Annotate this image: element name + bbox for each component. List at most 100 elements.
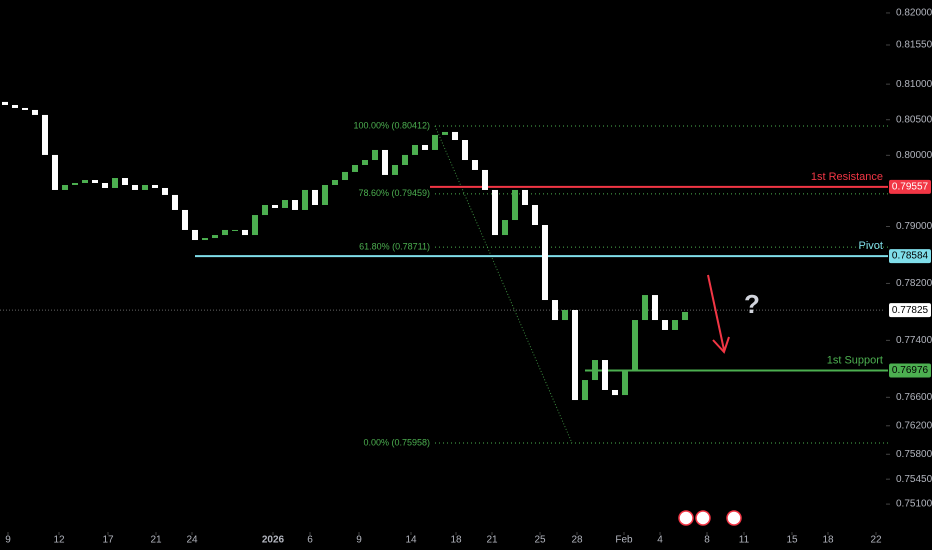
candle-body: [72, 183, 78, 185]
candle-body: [152, 184, 158, 188]
candle-body: [582, 380, 588, 401]
candle-body: [172, 194, 178, 210]
candle-body: [222, 229, 228, 236]
candle-body: [462, 140, 468, 161]
event-icon[interactable]: [678, 510, 694, 526]
candle-body: [242, 229, 248, 236]
last-price-box: [889, 303, 931, 318]
candle-body: [142, 184, 148, 190]
candle-body: [642, 295, 648, 321]
candle-body: [212, 235, 218, 239]
candle-body: [402, 154, 408, 165]
question-mark: ?: [744, 289, 760, 319]
candle-body: [672, 320, 678, 330]
plot: 100.00% (0.80412) 78.60% (0.79459) 61.80% …: [0, 101, 888, 447]
candle-body: [232, 229, 238, 231]
x-tick-label: 18: [822, 535, 834, 546]
candle-body: [162, 187, 168, 195]
candle-body: [22, 107, 28, 110]
y-tick-label: 0.75450: [896, 474, 932, 485]
candle-body: [612, 389, 618, 396]
fib-label: 61.80% (0.78711): [359, 241, 430, 251]
candle-body: [632, 320, 638, 370]
x-tick-label: 9: [356, 535, 362, 546]
y-tick-label: 0.81550: [896, 40, 932, 51]
candle-body: [302, 189, 308, 210]
y-tick-label: 0.80000: [896, 150, 932, 161]
candle-body: [382, 149, 388, 175]
candle-body: [472, 160, 478, 170]
candle-body: [552, 300, 558, 321]
candle-body: [112, 178, 118, 188]
candle-body: [532, 204, 538, 225]
candle-body: [42, 114, 48, 155]
y-tick-label: 0.76600: [896, 392, 932, 403]
fib-trend-line: [434, 125, 573, 444]
event-icons: [678, 510, 742, 526]
candle-body: [452, 131, 458, 141]
x-tick-label: 22: [870, 535, 882, 546]
candle-body: [602, 360, 608, 390]
y-tick-label: 0.75100: [896, 499, 932, 510]
fib-label: 78.60% (0.79459): [358, 188, 430, 198]
level-price-label: 0.78584: [892, 251, 929, 262]
candle-body: [562, 309, 568, 321]
candle-body: [262, 204, 268, 216]
y-tick-label: 0.82000: [896, 8, 932, 19]
candle-body: [332, 180, 338, 185]
event-icon[interactable]: [726, 510, 742, 526]
candle-body: [202, 238, 208, 241]
candle-body: [122, 178, 128, 185]
x-tick-label: 25: [534, 535, 546, 546]
candle-body: [32, 109, 38, 115]
x-tick-label: Feb: [615, 535, 633, 546]
candle-body: [322, 184, 328, 205]
candle-body: [272, 204, 278, 208]
candle-body: [52, 154, 58, 190]
level-price-box: [889, 363, 931, 378]
candle-body: [682, 311, 688, 321]
x-tick-label: 6: [307, 535, 313, 546]
candle-body: [652, 295, 658, 321]
x-tick-label: 21: [486, 535, 498, 546]
x-tick-label: 14: [405, 535, 417, 546]
candle-body: [292, 200, 298, 210]
candle-body: [102, 183, 108, 188]
candle-body: [282, 200, 288, 208]
candle-body: [542, 224, 548, 301]
fib-label: 0.00% (0.75958): [363, 437, 430, 447]
candle-body: [572, 309, 578, 401]
candle-body: [62, 184, 68, 190]
candle-body: [412, 144, 418, 155]
candle-body: [442, 131, 448, 135]
candle-body: [312, 189, 318, 205]
candle-body: [82, 180, 88, 184]
candle-body: [372, 149, 378, 161]
candle-body: [362, 160, 368, 165]
candle-body: [662, 320, 668, 330]
last-price-label: 0.77825: [892, 305, 929, 316]
candle-body: [522, 189, 528, 205]
x-tick-label: 21: [150, 535, 162, 546]
x-tick-label: 28: [571, 535, 583, 546]
y-tick-label: 0.75800: [896, 449, 932, 460]
y-tick-label: 0.80500: [896, 114, 932, 125]
y-tick-label: 0.76200: [896, 420, 932, 431]
y-tick-label: 0.78200: [896, 278, 932, 289]
level-price-box: [889, 249, 931, 264]
level-price-box: [889, 179, 931, 194]
candle-body: [392, 164, 398, 175]
candle-body: [342, 171, 348, 181]
event-icon[interactable]: [695, 510, 711, 526]
arrow: [707, 274, 725, 351]
y-tick-label: 0.79000: [896, 221, 932, 232]
x-tick-label: 24: [186, 535, 198, 546]
candle-body: [492, 189, 498, 236]
candle-body: [592, 360, 598, 381]
x-tick-label: 4: [657, 535, 663, 546]
candle-body: [192, 229, 198, 241]
x-tick-label: 18: [450, 535, 462, 546]
x-tick-label: 2026: [262, 535, 285, 546]
candle-body: [352, 164, 358, 172]
